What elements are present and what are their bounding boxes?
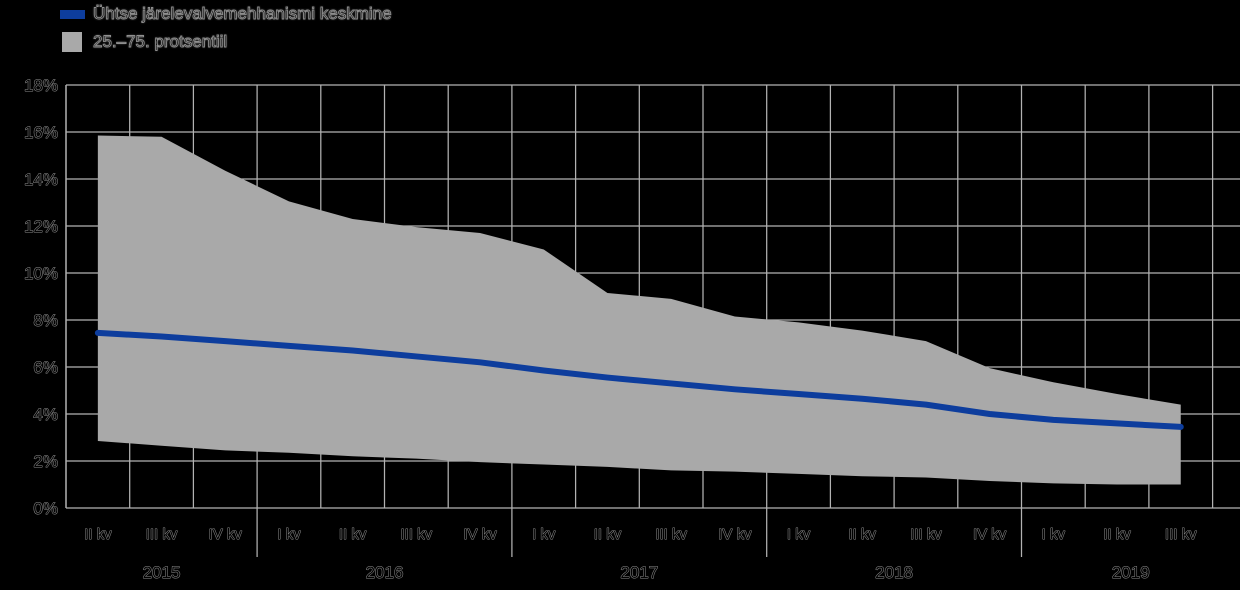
legend: Ühtse järelevalvemehhanismi keskmine 25.… bbox=[60, 2, 392, 54]
x-axis-quarter-label: II kv bbox=[84, 526, 112, 543]
x-axis-year-label: 2015 bbox=[143, 563, 181, 582]
x-axis-year-label: 2018 bbox=[875, 563, 913, 582]
x-axis-quarter-label: IV kv bbox=[463, 526, 497, 543]
x-axis-quarter-label: IV kv bbox=[973, 526, 1007, 543]
y-axis-tick-label: 16% bbox=[24, 123, 58, 142]
percentile-band-swatch-icon bbox=[62, 32, 82, 52]
x-axis-quarter-label: I kv bbox=[1042, 526, 1066, 543]
y-axis-tick-label: 18% bbox=[24, 76, 58, 95]
legend-label-average: Ühtse järelevalvemehhanismi keskmine bbox=[93, 4, 392, 24]
y-axis-tick-label: 4% bbox=[33, 405, 58, 424]
legend-item-average: Ühtse järelevalvemehhanismi keskmine bbox=[60, 2, 392, 26]
x-axis-quarter-label: I kv bbox=[532, 526, 556, 543]
x-axis-year-label: 2017 bbox=[620, 563, 658, 582]
x-axis-year-label: 2016 bbox=[366, 563, 404, 582]
x-axis-quarter-label: III kv bbox=[1165, 526, 1197, 543]
y-axis-tick-label: 14% bbox=[24, 170, 58, 189]
x-axis-quarter-label: II kv bbox=[339, 526, 367, 543]
x-axis-quarter-label: III kv bbox=[910, 526, 942, 543]
x-axis-quarter-label: IV kv bbox=[209, 526, 243, 543]
x-axis-quarter-label: II kv bbox=[848, 526, 876, 543]
x-axis-quarter-label: III kv bbox=[401, 526, 433, 543]
legend-item-percentile-band: 25.–75. protsentiil bbox=[60, 30, 392, 54]
legend-label-percentile-band: 25.–75. protsentiil bbox=[93, 32, 228, 52]
average-line-swatch-icon bbox=[60, 9, 85, 19]
y-axis-tick-label: 6% bbox=[33, 358, 58, 377]
y-axis-tick-label: 8% bbox=[33, 311, 58, 330]
x-axis-year-label: 2019 bbox=[1112, 563, 1150, 582]
percentile-band-area bbox=[97, 135, 1181, 485]
x-axis-quarter-label: II kv bbox=[594, 526, 622, 543]
x-axis-quarter-label: II kv bbox=[1103, 526, 1131, 543]
x-axis-quarter-label: III kv bbox=[146, 526, 178, 543]
x-axis-quarter-label: IV kv bbox=[718, 526, 752, 543]
y-axis-tick-label: 12% bbox=[24, 217, 58, 236]
average-line bbox=[94, 329, 1184, 430]
y-axis-tick-label: 2% bbox=[33, 452, 58, 471]
x-axis-quarter-label: III kv bbox=[655, 526, 687, 543]
x-axis-quarter-label: I kv bbox=[277, 526, 301, 543]
x-axis-quarter-label: I kv bbox=[787, 526, 811, 543]
y-axis-tick-label: 0% bbox=[33, 499, 58, 518]
y-axis-tick-label: 10% bbox=[24, 264, 58, 283]
